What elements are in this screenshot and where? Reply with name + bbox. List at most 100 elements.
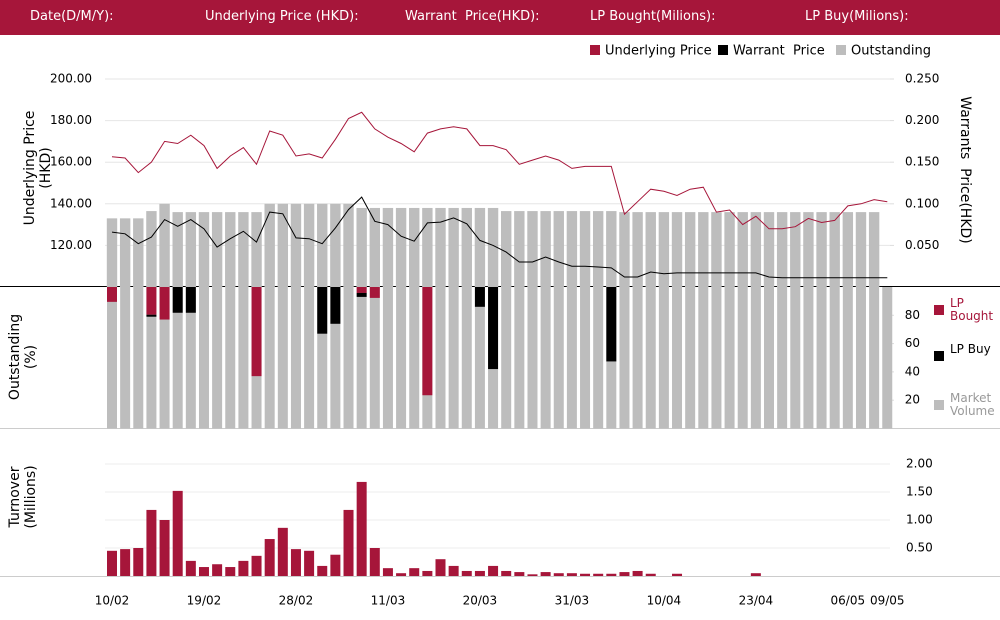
outstanding-bar bbox=[106, 218, 118, 287]
turnover-bar bbox=[396, 573, 407, 576]
turnover-bar bbox=[185, 560, 196, 576]
volume-bar bbox=[829, 287, 840, 429]
outstanding-bar bbox=[724, 212, 735, 287]
outstanding-bar bbox=[251, 212, 262, 287]
turnover-bar bbox=[343, 509, 354, 576]
header-label: LP Buy(Milions): bbox=[805, 9, 909, 24]
volume-bar bbox=[501, 287, 512, 429]
volume-bar bbox=[317, 287, 328, 429]
header-label: Date(D/M/Y): bbox=[30, 9, 114, 24]
volume-bar bbox=[238, 287, 249, 429]
turnover-bar bbox=[750, 573, 761, 576]
legend-swatch bbox=[934, 305, 944, 315]
legend-label: Market Volume bbox=[950, 391, 995, 418]
y-tick-label: 180.00 bbox=[50, 113, 92, 127]
x-tick-label: 06/05 bbox=[831, 594, 866, 608]
volume-bar bbox=[369, 287, 380, 298]
y2-tick-label: 0.150 bbox=[905, 155, 939, 169]
outstanding-bar bbox=[303, 203, 315, 287]
outstanding-bar bbox=[277, 203, 289, 287]
volume-bar bbox=[212, 287, 223, 429]
volume-bar bbox=[474, 287, 485, 307]
turnover-bar bbox=[501, 570, 512, 576]
volume-bar bbox=[474, 287, 485, 429]
turnover-bar bbox=[606, 573, 617, 576]
header-label: LP Bought(Milions): bbox=[590, 9, 716, 24]
outstanding-bar bbox=[474, 207, 486, 287]
y-tick-label: 0.50 bbox=[906, 541, 933, 555]
volume-bar bbox=[711, 287, 722, 429]
turnover-bar bbox=[238, 560, 249, 576]
y2-tick-label: 0.100 bbox=[905, 196, 939, 210]
outstanding-bar bbox=[750, 212, 762, 287]
outstanding-bar bbox=[356, 207, 367, 287]
volume-bar bbox=[277, 287, 288, 429]
outstanding-bar bbox=[501, 211, 512, 287]
turnover-bar bbox=[212, 564, 223, 576]
turnover-bar bbox=[409, 568, 420, 576]
volume-bar bbox=[593, 287, 604, 429]
volume-bar bbox=[225, 287, 236, 429]
outstanding-bar bbox=[185, 212, 197, 287]
volume-bar bbox=[409, 287, 420, 429]
volume-bar bbox=[869, 287, 880, 429]
outstanding-bar bbox=[540, 211, 551, 287]
turnover-bar bbox=[527, 574, 538, 576]
outstanding-bar bbox=[133, 218, 144, 287]
outstanding-bar bbox=[553, 211, 564, 287]
turnover-bar bbox=[146, 509, 157, 576]
turnover-bar bbox=[290, 549, 301, 576]
turnover-bar bbox=[369, 548, 380, 576]
outstanding-bar bbox=[868, 212, 880, 287]
legend-label: Warrant Price bbox=[733, 44, 825, 59]
volume-bar bbox=[448, 287, 459, 429]
price-line bbox=[111, 111, 888, 230]
turnover-bar bbox=[225, 567, 236, 576]
outstanding-bar bbox=[711, 212, 722, 287]
outstanding-bar bbox=[671, 212, 683, 287]
outstanding-bar bbox=[238, 212, 249, 287]
outstanding-bar bbox=[461, 207, 472, 287]
legend-label: LP Bought bbox=[950, 296, 994, 323]
volume-bar bbox=[882, 287, 893, 429]
outstanding-bar bbox=[737, 212, 748, 287]
volume-bar bbox=[606, 287, 617, 362]
turnover-bar bbox=[514, 572, 525, 576]
volume-bar bbox=[619, 287, 630, 429]
outstanding-bar bbox=[172, 212, 183, 287]
turnover-bar bbox=[566, 573, 577, 576]
outstanding-bar bbox=[317, 203, 328, 287]
outstanding-bar bbox=[763, 212, 775, 287]
turnover-bar bbox=[580, 573, 591, 576]
volume-bar bbox=[422, 287, 433, 396]
y-axis-title: Outstanding bbox=[7, 314, 23, 400]
legend-label: Outstanding bbox=[851, 44, 931, 59]
legend-swatch bbox=[836, 45, 846, 55]
y-tick-label: 60 bbox=[905, 336, 920, 350]
volume-bar bbox=[251, 287, 262, 377]
volume-bar bbox=[369, 287, 380, 429]
turnover-bar bbox=[672, 573, 683, 576]
volume-bar bbox=[185, 287, 196, 313]
turnover-bar bbox=[304, 550, 315, 576]
volume-bar bbox=[159, 287, 170, 429]
outstanding-bar bbox=[632, 212, 643, 287]
volume-bar bbox=[172, 287, 183, 313]
legend-swatch bbox=[718, 45, 728, 55]
outstanding-bar bbox=[566, 211, 578, 287]
volume-bar bbox=[685, 287, 696, 429]
volume-bar bbox=[382, 287, 393, 429]
volume-bar bbox=[198, 287, 209, 429]
outstanding-bar bbox=[527, 211, 538, 287]
turnover-bar bbox=[540, 572, 551, 576]
volume-bar bbox=[343, 287, 354, 429]
outstanding-bar bbox=[382, 207, 394, 287]
volume-bar bbox=[724, 287, 735, 429]
turnover-bar bbox=[553, 573, 564, 576]
y2-tick-label: 0.050 bbox=[905, 238, 939, 252]
volume-bar bbox=[737, 287, 748, 429]
x-tick-label: 09/05 bbox=[870, 594, 905, 608]
turnover-bar bbox=[133, 548, 144, 576]
volume-bar bbox=[566, 287, 577, 429]
outstanding-bar bbox=[290, 203, 302, 287]
